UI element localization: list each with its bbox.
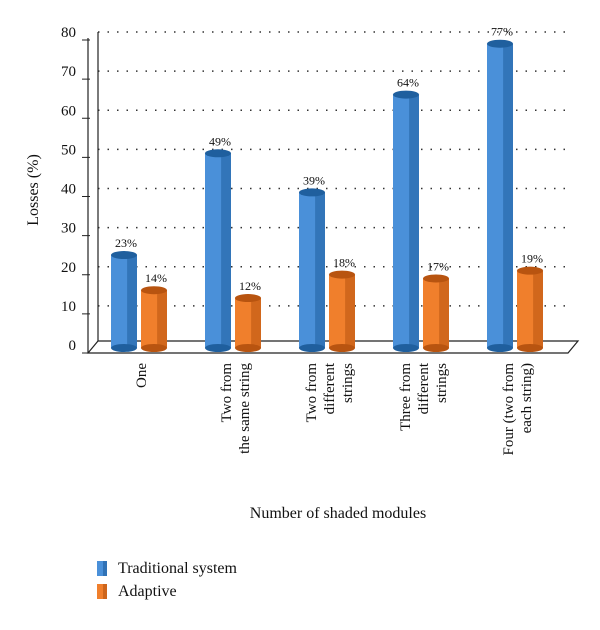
y-tick-label: 70 bbox=[61, 64, 76, 80]
bar-base bbox=[235, 344, 261, 352]
value-label: 17% bbox=[427, 259, 449, 273]
category-label: Three from bbox=[398, 363, 414, 431]
bar-shade bbox=[251, 298, 261, 348]
bar-base bbox=[141, 344, 167, 352]
legend: Traditional system Adaptive bbox=[97, 560, 238, 600]
y-tick-label: 60 bbox=[61, 103, 76, 119]
value-label: 12% bbox=[239, 279, 261, 293]
bar-shade bbox=[409, 94, 419, 348]
bar-top bbox=[329, 270, 355, 279]
legend-swatch-adaptive bbox=[97, 584, 107, 599]
y-tick-label: 50 bbox=[61, 142, 76, 158]
value-label: 39% bbox=[303, 173, 325, 187]
y-tick-label: 80 bbox=[61, 25, 76, 41]
bars bbox=[111, 39, 543, 352]
bar-shade bbox=[315, 192, 325, 348]
category-label: One bbox=[134, 363, 150, 388]
category-label: Four (two from bbox=[501, 363, 517, 456]
y-tick-label: 10 bbox=[61, 299, 76, 315]
bar-shade bbox=[157, 290, 167, 348]
value-label: 64% bbox=[397, 76, 419, 90]
value-labels: 23% 14% 49% 12% 39% 18% 64% 17% 77% 19% bbox=[115, 25, 543, 293]
category-label: the same string bbox=[237, 363, 253, 454]
value-label: 18% bbox=[333, 256, 355, 270]
category-label: different bbox=[322, 362, 338, 414]
bar-shade bbox=[439, 278, 449, 348]
bar-top bbox=[393, 90, 419, 99]
category-labels: One Two from the same string Two from differ… bbox=[134, 362, 535, 455]
bar-shade bbox=[221, 153, 231, 348]
value-label: 49% bbox=[209, 134, 231, 148]
bar-base bbox=[423, 344, 449, 352]
legend-label: Traditional system bbox=[118, 560, 238, 577]
legend-swatch-traditional bbox=[97, 561, 107, 576]
legend-label: Adaptive bbox=[118, 583, 177, 600]
category-label: Two from bbox=[219, 363, 235, 423]
y-axis-title: Losses (%) bbox=[25, 154, 42, 226]
bar-base bbox=[329, 344, 355, 352]
value-label: 23% bbox=[115, 236, 137, 250]
x-axis-title: Number of shaded modules bbox=[250, 505, 426, 522]
value-label: 77% bbox=[491, 25, 513, 39]
y-tick-label: 30 bbox=[61, 221, 76, 237]
y-tick-labels: 0 10 20 30 40 50 60 70 80 bbox=[61, 25, 90, 354]
bar-shade bbox=[533, 270, 543, 348]
category-label: different bbox=[416, 362, 432, 414]
bar-top bbox=[487, 39, 513, 48]
bar-top bbox=[517, 266, 543, 275]
bar-top bbox=[423, 274, 449, 283]
y-tick-label: 40 bbox=[61, 182, 76, 198]
bar-shade bbox=[345, 274, 355, 348]
bar-top bbox=[299, 188, 325, 197]
bar-top bbox=[141, 286, 167, 295]
bar-top bbox=[205, 149, 231, 158]
legend-swatch-shade bbox=[103, 584, 107, 599]
category-label: Two from bbox=[304, 363, 320, 423]
y-tick-label: 0 bbox=[69, 338, 77, 354]
bar-base bbox=[111, 344, 137, 352]
value-label: 14% bbox=[145, 271, 167, 285]
value-label: 19% bbox=[521, 252, 543, 266]
bar-shade bbox=[127, 255, 137, 348]
legend-swatch-shade bbox=[103, 561, 107, 576]
category-label: strings bbox=[340, 363, 356, 403]
bar-base bbox=[517, 344, 543, 352]
category-label: strings bbox=[434, 363, 450, 403]
bar-base bbox=[205, 344, 231, 352]
bar-top bbox=[235, 294, 261, 303]
category-label: each string) bbox=[519, 363, 535, 433]
bar-base bbox=[299, 344, 325, 352]
bar-base bbox=[393, 344, 419, 352]
bar-top bbox=[111, 251, 137, 260]
bar-shade bbox=[503, 43, 513, 349]
y-tick-label: 20 bbox=[61, 260, 76, 276]
bar-base bbox=[487, 344, 513, 352]
